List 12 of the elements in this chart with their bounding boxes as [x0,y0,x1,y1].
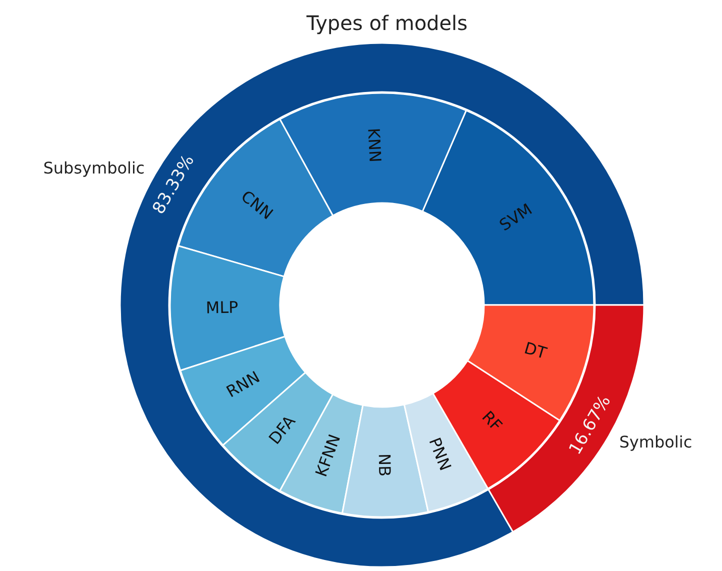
slice-label: Symbolic [619,432,692,452]
slice-label: NB [374,453,394,477]
slice-label: RNN [223,367,263,402]
slice-label: DT [522,338,549,363]
slice-label: MLP [206,298,239,318]
slice-label: DFA [264,412,300,448]
slice-label: KNN [364,128,385,163]
slice-label: PNN [425,434,456,474]
slice-label: KFNN [311,432,344,480]
chart-title: Types of models [305,11,468,35]
slice-label: Subsymbolic [43,158,145,178]
slice-label: RF [478,407,506,435]
